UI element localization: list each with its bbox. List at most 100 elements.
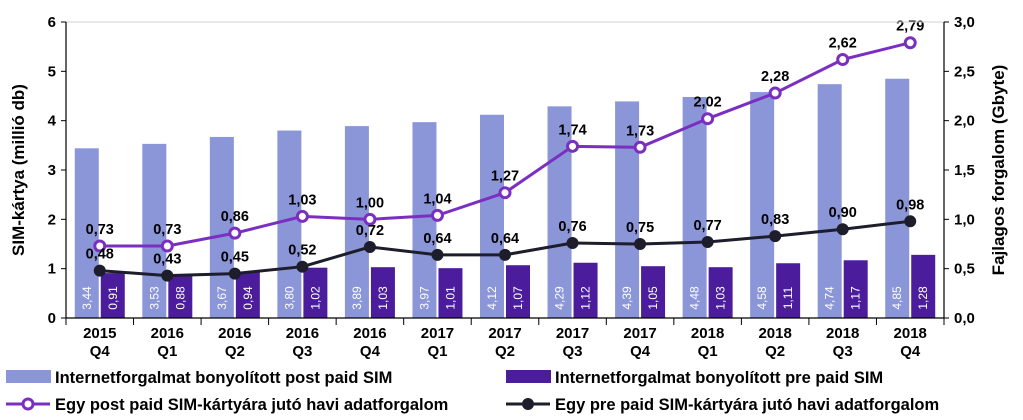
left-axis-tick-label: 5: [48, 63, 56, 80]
post-paid-bar-data-label: 4,74: [823, 286, 837, 310]
post-paid-line-data-label: 2,02: [693, 95, 721, 111]
pre-paid-line-point: [228, 267, 241, 280]
pre-paid-bar-data-label: 1,12: [579, 286, 593, 310]
pre-paid-bar-data-label: 0,88: [173, 286, 187, 310]
x-axis-tick-label-quarter: Q4: [360, 343, 381, 360]
pre-paid-line-data-label: 0,76: [558, 219, 586, 235]
post-paid-line-point: [160, 239, 174, 253]
left-axis-tick-label: 6: [48, 14, 56, 31]
post-paid-line-point: [836, 52, 850, 66]
post-paid-bar: [412, 122, 437, 318]
pre-paid-line-data-label: 0,72: [356, 223, 384, 239]
post-paid-line-point: [566, 139, 580, 153]
post-paid-line-data-label: 1,74: [558, 122, 586, 138]
post-paid-line-data-label: 2,28: [761, 69, 789, 85]
x-axis-tick-label-year: 2017: [556, 325, 589, 342]
post-paid-line-data-label: 1,73: [626, 123, 654, 139]
post-paid-bar: [817, 84, 842, 318]
pre-paid-line-point: [566, 237, 579, 250]
pre-paid-bar: [100, 273, 125, 318]
right-axis-tick-label: 2,0: [954, 113, 975, 130]
pre-paid-bar-data-label: 1,02: [308, 286, 322, 310]
post-paid-line-point: [295, 209, 309, 223]
left-axis-tick-label: 4: [48, 113, 57, 130]
pre-paid-bar: [573, 262, 598, 318]
post-paid-line-data-label: 0,86: [221, 209, 249, 225]
pre-paid-bar-data-label: 1,07: [511, 286, 525, 310]
pre-paid-line-point: [93, 264, 106, 277]
legend-label-post-paid-line: Egy post paid SIM-kártyára jutó havi ada…: [55, 396, 448, 414]
post-paid-bar: [142, 143, 167, 318]
right-axis-ticks: 0,0 0,5 1,0 1,5 2,0 2,5 3,0: [944, 14, 975, 327]
legend-marker-pre-paid-line: [522, 398, 534, 410]
x-axis-tick-label-year: 2015: [83, 325, 116, 342]
post-paid-line-point: [93, 239, 107, 253]
post-paid-bar: [682, 96, 707, 318]
pre-paid-bar: [641, 266, 666, 318]
pre-paid-bar-data-label: 1,03: [714, 286, 728, 310]
x-axis-tick-label-quarter: Q4: [900, 343, 921, 360]
right-axis-tick-label: 2,5: [954, 63, 975, 80]
post-paid-bar-data-label: 4,12: [485, 286, 499, 310]
pre-paid-bar-data-label: 1,28: [916, 286, 930, 310]
pre-paid-bar: [438, 268, 463, 318]
left-axis-tick-label: 1: [48, 261, 56, 278]
pre-paid-line-point: [634, 238, 647, 250]
post-paid-bar: [480, 114, 504, 318]
pre-paid-line-data-label: 0,48: [86, 247, 114, 263]
pre-paid-bar-data-label: 0,94: [241, 286, 255, 310]
pre-paid-line-data-label: 0,64: [491, 231, 519, 247]
pre-paid-bar-data-label: 1,05: [646, 286, 660, 310]
post-paid-line-point: [701, 112, 715, 126]
pre-paid-bar-data-label: 1,17: [849, 286, 863, 310]
post-paid-line-data-label: 2,79: [896, 19, 924, 35]
left-axis-tick-label: 0: [48, 310, 56, 327]
x-axis-tick-label-quarter: Q2: [765, 343, 785, 360]
pre-paid-line-point: [296, 260, 309, 273]
post-paid-bar: [885, 78, 910, 318]
x-axis-tick-label-year: 2017: [488, 325, 521, 342]
bar-labels-layer: 3,44 3,53 3,67 3,80 3,89 3,97 4,12 4,29 4,39 4,48…: [80, 286, 930, 310]
pre-paid-line-point: [904, 215, 917, 228]
pre-paid-line-data-label: 0,64: [423, 231, 451, 247]
post-paid-bar: [74, 148, 99, 318]
pre-paid-line-point: [701, 236, 714, 249]
right-axis-tick-label: 0,5: [954, 261, 975, 278]
legend-marker-post-paid-line: [21, 397, 35, 411]
x-axis-tick-label-year: 2016: [353, 325, 386, 342]
right-axis-tick-label: 1,0: [954, 211, 975, 228]
pre-paid-line-point: [363, 240, 376, 253]
left-axis-tick-label: 2: [48, 211, 56, 228]
post-paid-bar-data-label: 3,44: [80, 286, 94, 310]
pre-paid-bar: [506, 265, 530, 318]
post-paid-bar-data-label: 3,67: [215, 286, 229, 310]
post-paid-line-point: [903, 36, 917, 50]
post-paid-bar-data-label: 4,29: [553, 286, 567, 310]
x-axis-tick-label-quarter: Q3: [292, 343, 312, 360]
pre-paid-bar: [303, 267, 328, 318]
post-paid-line-data-label: 1,00: [356, 195, 384, 211]
post-paid-line-data-label: 2,62: [829, 35, 857, 51]
post-paid-line-point: [768, 86, 782, 100]
legend-label-pre-paid-line: Egy pre paid SIM-kártyára jutó havi adat…: [555, 396, 939, 414]
x-axis-tick-label-year: 2018: [691, 325, 724, 342]
x-axis-tick-label-quarter: Q2: [495, 343, 515, 360]
post-paid-line-point: [363, 212, 377, 226]
post-paid-line-data-label: 1,03: [288, 192, 316, 208]
left-axis-title: SIM-kártya (millió db): [9, 84, 28, 256]
pre-paid-bar: [708, 267, 733, 318]
pre-paid-line-point: [499, 248, 511, 261]
x-axis-tick-label-quarter: Q1: [698, 343, 718, 360]
pre-paid-bar: [911, 254, 936, 318]
post-paid-line-point: [498, 186, 512, 200]
post-paid-bar-data-label: 3,97: [417, 286, 431, 310]
right-axis-title: Fajlagos forgalom (Gbyte): [989, 65, 1008, 276]
post-paid-bar-data-label: 3,80: [282, 286, 296, 310]
pre-paid-line-data-label: 0,52: [288, 243, 316, 259]
pre-paid-line-point: [836, 223, 849, 236]
post-paid-line-data-label: 0,73: [86, 222, 114, 238]
pre-paid-bar: [776, 263, 801, 318]
post-paid-bar-data-label: 3,89: [350, 286, 364, 310]
line-labels-layer: 0,73 0,73 0,86 1,03 1,00 1,04 1,27 1,74 1,73 2,02…: [86, 19, 925, 268]
